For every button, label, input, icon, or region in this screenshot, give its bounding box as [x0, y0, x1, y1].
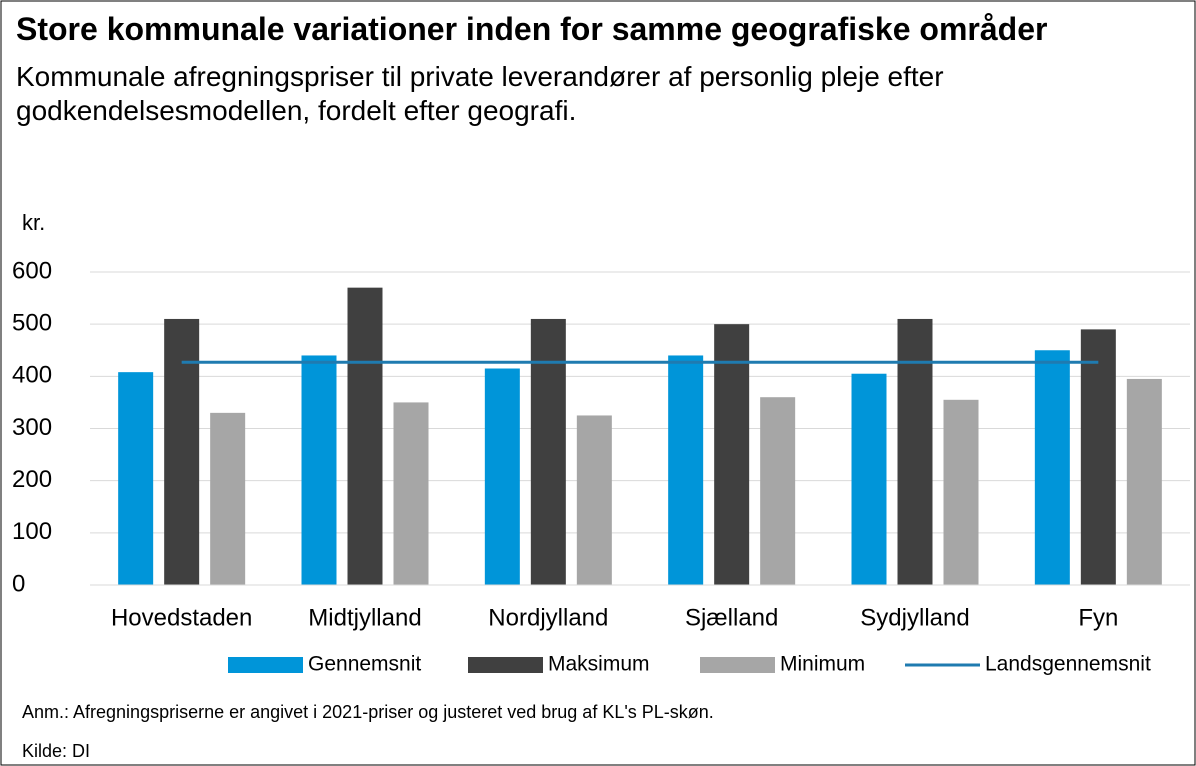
heading: Store kommunale variationer inden for sa… [16, 11, 1048, 126]
legend-swatch [468, 657, 543, 673]
y-tick-label: 300 [12, 414, 52, 441]
x-tick-label: Fyn [1078, 604, 1118, 631]
x-tick-label: Nordjylland [488, 604, 608, 631]
bar [347, 287, 383, 585]
bar [1126, 378, 1162, 585]
y-tick-label: 100 [12, 518, 52, 545]
y-tick-label: 200 [12, 466, 52, 493]
bar [714, 324, 750, 585]
legend-label: Landsgennemsnit [985, 653, 1151, 676]
bar [576, 415, 612, 585]
legend-label: Maksimum [548, 653, 650, 676]
legend-label: Gennemsnit [308, 653, 421, 676]
bar [1034, 350, 1070, 585]
bar [301, 355, 337, 585]
bar [164, 318, 200, 585]
bar [1080, 329, 1116, 585]
chart-subtitle: Kommunale afregningspriser til private l… [16, 61, 944, 126]
chart-title: Store kommunale variationer inden for sa… [16, 11, 1048, 47]
legend-swatch [700, 657, 775, 673]
bar [393, 402, 429, 585]
y-tick-label: 600 [12, 257, 52, 284]
y-tick-label: 500 [12, 310, 52, 337]
x-tick-label: Sjælland [685, 604, 778, 631]
x-tick-label: Sydjylland [860, 604, 969, 631]
source: Kilde: DI [22, 741, 90, 761]
y-axis-label: kr. [22, 210, 45, 235]
bar [851, 373, 887, 585]
bar [668, 355, 704, 585]
bar [210, 412, 246, 585]
x-tick-label: Midtjylland [308, 604, 421, 631]
bar [943, 399, 979, 585]
note: Anm.: Afregningspriserne er angivet i 20… [22, 702, 714, 722]
bar [760, 397, 796, 585]
legend-label: Minimum [780, 653, 865, 676]
x-tick-label: Hovedstaden [111, 604, 252, 631]
bar [897, 318, 933, 585]
y-tick-label: 0 [12, 570, 25, 597]
y-tick-label: 400 [12, 362, 52, 389]
bar [484, 368, 520, 585]
legend-swatch [228, 657, 303, 673]
bar [118, 372, 154, 585]
bar [530, 318, 566, 585]
